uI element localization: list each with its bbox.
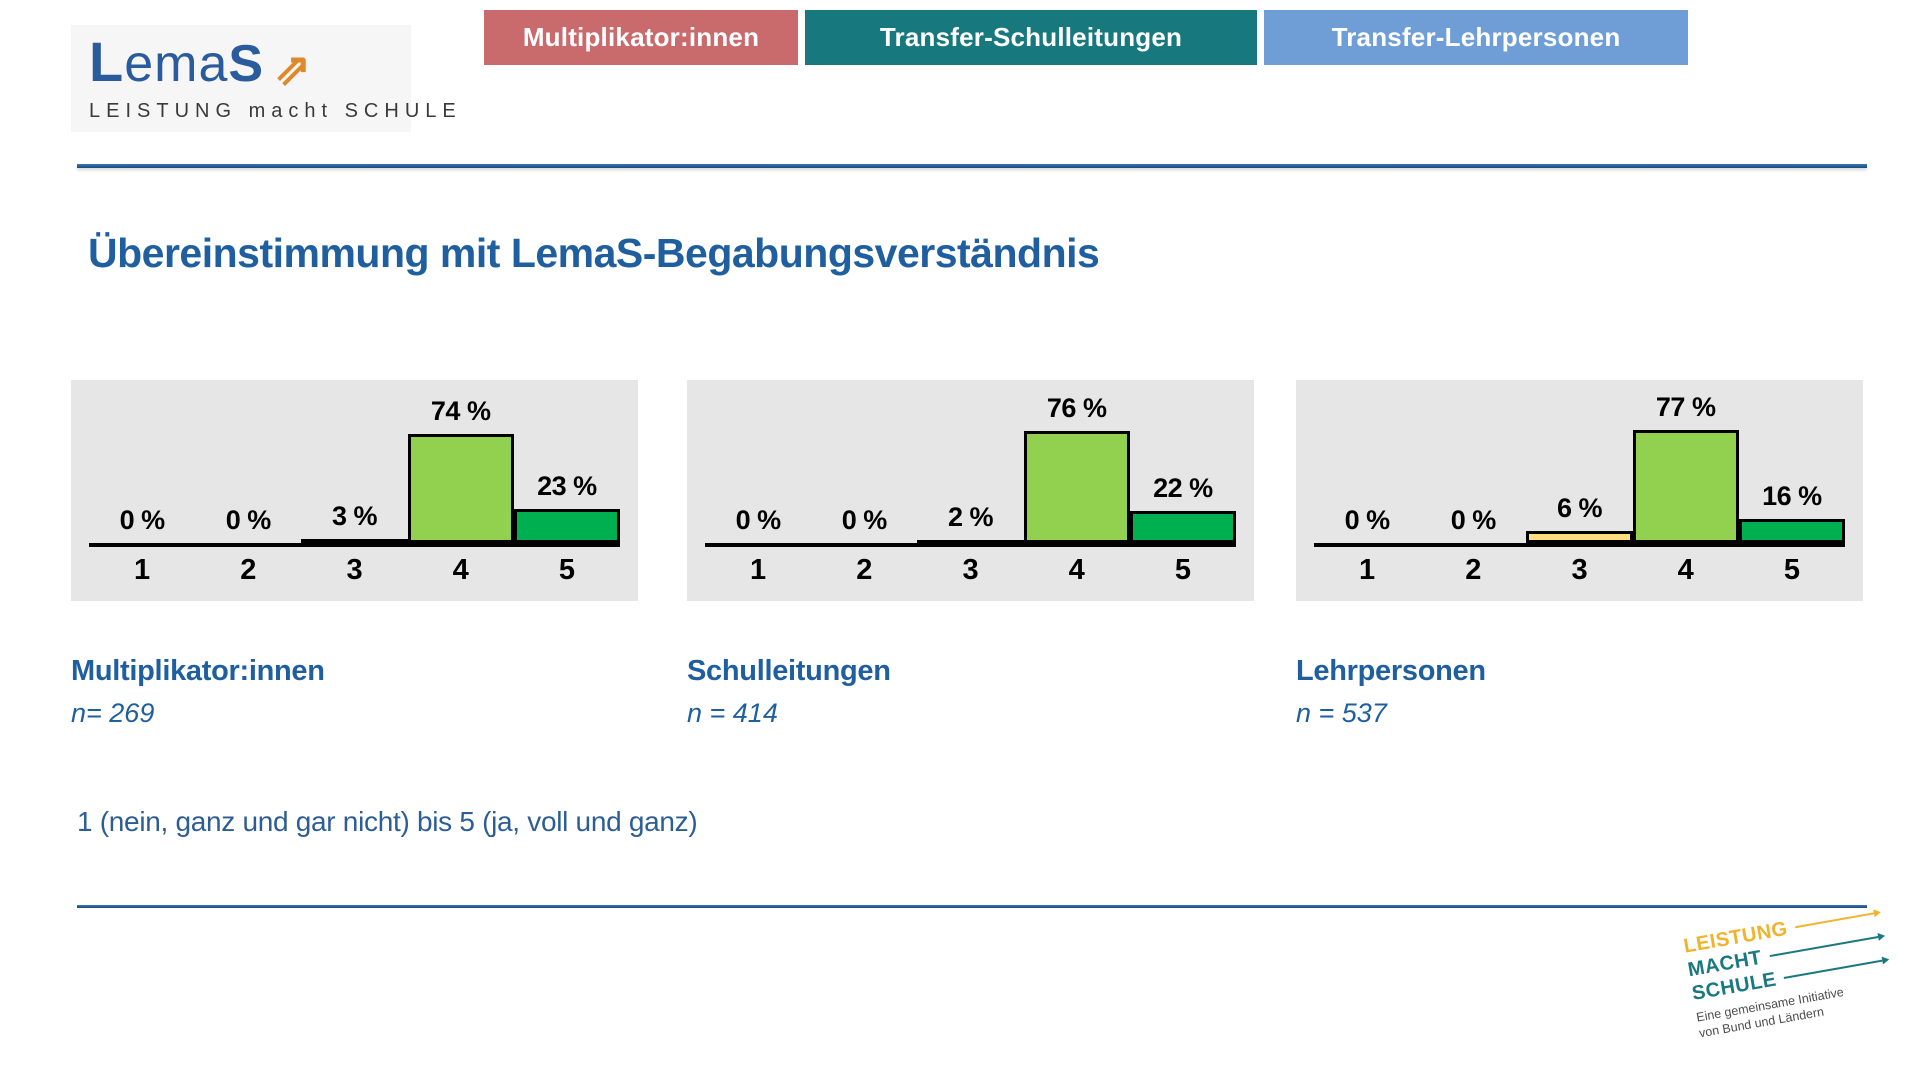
bar-category-4 xyxy=(1632,430,1739,543)
lemas-logo: LemaS ⇗ LEISTUNG macht SCHULE xyxy=(71,25,462,132)
bar-value-label: 22 % xyxy=(1153,473,1213,503)
lemas-logo-wordmark: LemaS xyxy=(89,30,265,93)
x-tick-label: 2 xyxy=(856,554,873,586)
x-axis-line xyxy=(89,543,620,547)
bar-value-label: 0 % xyxy=(1450,505,1497,535)
bar-value-label: 74 % xyxy=(430,396,491,426)
x-tick-label: 2 xyxy=(1465,554,1482,586)
x-axis-line xyxy=(1314,543,1845,547)
bar-value-label: 3 % xyxy=(331,501,378,531)
x-tick-label: 3 xyxy=(962,554,979,586)
chart-n-multiplikatorinnen: n= 269 xyxy=(71,698,155,728)
bar-value-label: 6 % xyxy=(1556,493,1603,523)
bar-category-5 xyxy=(1738,519,1845,543)
x-tick-label: 4 xyxy=(452,554,469,586)
chart-n-lehrpersonen: n = 537 xyxy=(1296,698,1387,728)
plot-area: 0 % 0 % 2 % 76 % 22 % xyxy=(705,380,1236,547)
chart-title-multiplikatorinnen: Multiplikator:innen xyxy=(71,655,325,687)
x-tick-label: 1 xyxy=(134,554,151,586)
x-axis-line xyxy=(705,543,1236,547)
bar-category-5 xyxy=(513,509,620,543)
bar-value-label: 0 % xyxy=(225,505,272,535)
bar-value-label: 0 % xyxy=(1344,505,1391,535)
tab-bar: Multiplikator:innen Transfer-Schulleitun… xyxy=(484,10,1688,65)
bar-category-3 xyxy=(917,540,1024,543)
bar-category-3 xyxy=(1526,531,1633,543)
lemas-logo-subtitle: LEISTUNG macht SCHULE xyxy=(89,100,462,122)
x-tick-label: 5 xyxy=(558,554,575,586)
chart-title-lehrpersonen: Lehrpersonen xyxy=(1296,655,1486,687)
bar-category-4 xyxy=(407,434,514,543)
page-title: Übereinstimmung mit LemaS-Begabungsverst… xyxy=(88,230,1100,276)
bar-value-label: 77 % xyxy=(1655,392,1716,422)
x-tick-label: 5 xyxy=(1174,554,1191,586)
x-axis-labels: 1 2 3 4 5 xyxy=(1314,554,1845,587)
bar-value-label: 2 % xyxy=(947,502,994,532)
chart-schulleitungen: 0 % 0 % 2 % 76 % 22 % 1 2 3 4 5 xyxy=(687,380,1254,601)
tab-multiplikatorinnen[interactable]: Multiplikator:innen xyxy=(484,10,798,65)
bar-value-label: 0 % xyxy=(841,505,888,535)
bar-value-label: 0 % xyxy=(119,505,166,535)
x-tick-label: 5 xyxy=(1783,554,1800,586)
x-tick-label: 1 xyxy=(1359,554,1376,586)
x-tick-label: 4 xyxy=(1677,554,1694,586)
x-tick-label: 2 xyxy=(240,554,257,586)
bottom-divider xyxy=(77,905,1867,908)
x-tick-label: 1 xyxy=(750,554,767,586)
bar-value-label: 16 % xyxy=(1762,481,1822,511)
x-axis-labels: 1 2 3 4 5 xyxy=(705,554,1236,587)
bar-category-5 xyxy=(1129,511,1236,543)
bar-value-label: 76 % xyxy=(1046,393,1107,423)
bar-value-label: 0 % xyxy=(735,505,782,535)
leistung-macht-schule-logo: LEISTUNG MACHT SCHULE Eine gemeinsame In… xyxy=(1682,901,1898,1041)
x-tick-label: 3 xyxy=(1571,554,1588,586)
x-tick-label: 4 xyxy=(1068,554,1085,586)
x-axis-labels: 1 2 3 4 5 xyxy=(89,554,620,587)
top-divider xyxy=(77,164,1867,168)
scale-footnote: 1 (nein, ganz und gar nicht) bis 5 (ja, … xyxy=(77,806,698,837)
tab-transfer-schulleitungen[interactable]: Transfer-Schulleitungen xyxy=(805,10,1257,65)
chart-title-schulleitungen: Schulleitungen xyxy=(687,655,891,687)
bar-value-label: 23 % xyxy=(537,471,597,501)
bar-category-4 xyxy=(1023,431,1130,543)
bar-category-3 xyxy=(301,539,408,543)
tab-transfer-lehrpersonen[interactable]: Transfer-Lehrpersonen xyxy=(1264,10,1688,65)
plot-area: 0 % 0 % 6 % 77 % 16 % xyxy=(1314,380,1845,547)
chart-lehrpersonen: 0 % 0 % 6 % 77 % 16 % 1 2 3 4 5 xyxy=(1296,380,1863,601)
chart-n-schulleitungen: n = 414 xyxy=(687,698,778,728)
x-tick-label: 3 xyxy=(346,554,363,586)
up-right-arrow-icon: ⇗ xyxy=(274,45,311,95)
plot-area: 0 % 0 % 3 % 74 % 23 % xyxy=(89,380,620,547)
chart-multiplikatorinnen: 0 % 0 % 3 % 74 % 23 % 1 2 3 4 5 xyxy=(71,380,638,601)
